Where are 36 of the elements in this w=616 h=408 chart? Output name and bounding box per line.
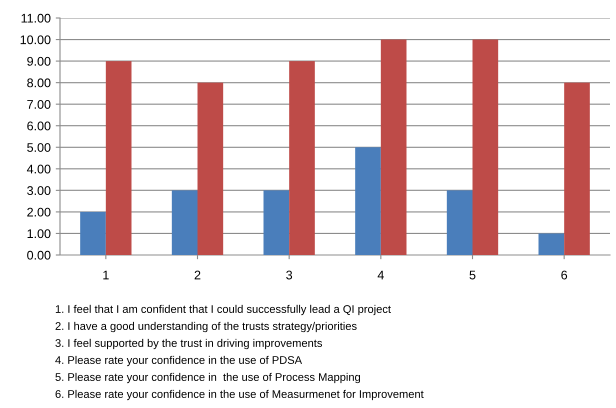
x-tick-label: 1 [103,270,109,280]
bar [380,40,406,255]
x-tick-label: 3 [286,270,292,280]
text: 3. I feel supported by the trust in driving improvements [55,338,322,350]
y-tick-label: 10.00 [20,35,50,44]
bar [198,82,224,255]
bar [80,212,106,255]
bar [538,233,564,255]
y-tick-label: 7.00 [27,100,50,109]
bar [106,61,132,255]
x-tick-label: 2 [194,270,200,280]
y-tick-label: 8.00 [27,78,50,88]
y-tick-label: 5.00 [27,143,50,152]
y-tick-label: 9.00 [27,56,50,66]
y-tick-label: 0.00 [27,250,50,260]
bar [564,82,590,255]
y-tick-label: 1.00 [28,229,50,238]
bar [446,190,472,255]
text: 6. Please rate your confidence in the use of Measurmenet for Improvement [56,390,424,400]
text: 5. Please rate your confidence in the use of Process Mapping [55,372,360,384]
x-tick-label: 6 [561,270,568,280]
y-tick-label: 2.00 [27,208,50,217]
y-tick-label: 11.00 [22,14,50,23]
text: 4. Please rate your confidence in the use of PDSA [55,356,302,366]
text: 2. I have a good understanding of the trusts strategy/priorities [56,322,357,332]
bar [289,61,315,255]
y-tick-label: 4.00 [26,164,50,174]
y-tick-label: 3.00 [27,186,50,196]
y-tick-label: 6.00 [27,122,50,130]
x-tick-label: 4 [378,270,384,280]
bar [264,190,290,255]
text: 1. I feel that I am confident that I could successfully lead a QI project [56,304,391,316]
bar [172,190,198,255]
bar [472,40,498,255]
x-tick-label: 5 [470,270,476,280]
bar [355,147,381,255]
